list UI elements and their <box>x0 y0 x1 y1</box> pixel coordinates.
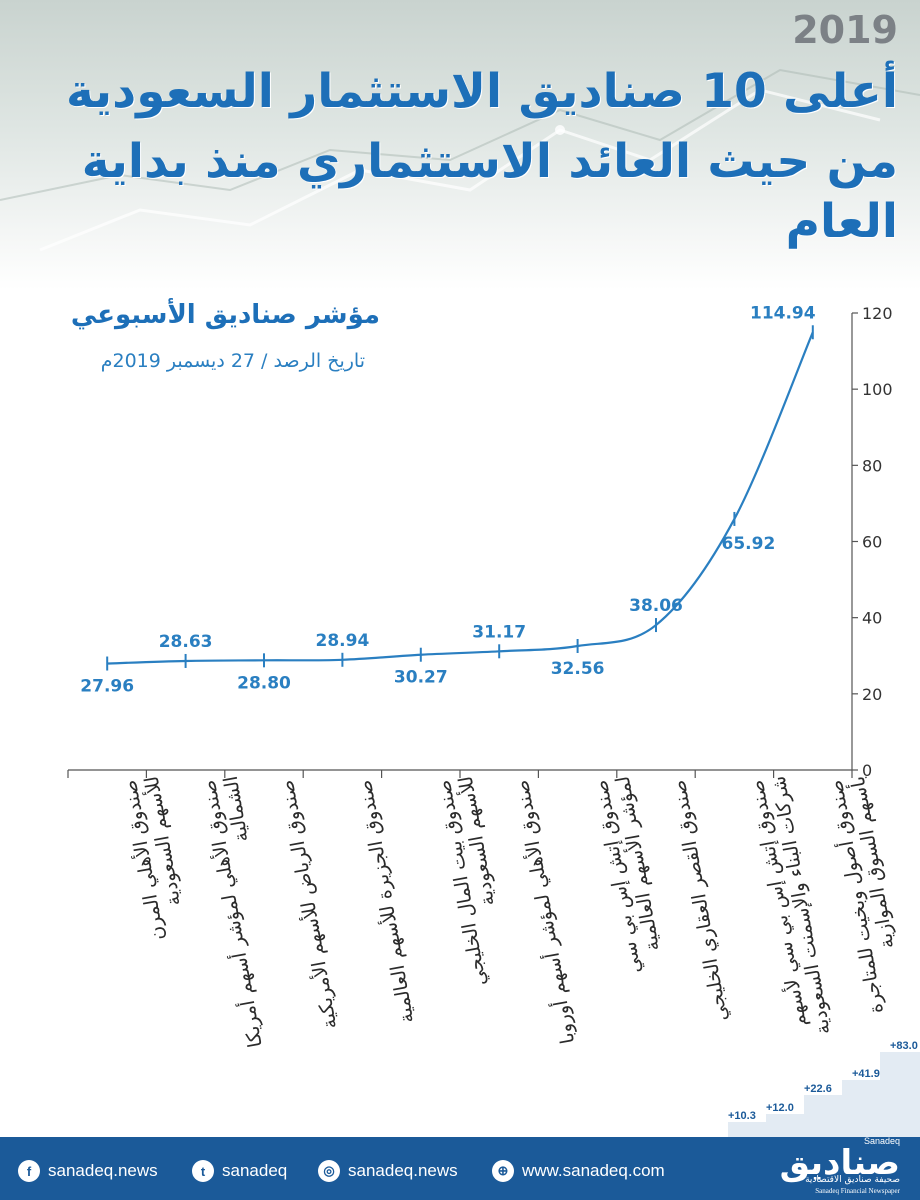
stair-label: +22.6 <box>804 1083 832 1095</box>
stair-graphic <box>728 1052 920 1137</box>
logo-name-en: Sanadeq <box>863 1136 900 1146</box>
chart-title: مؤشر صناديق الأسبوعي <box>70 300 380 330</box>
data-label: 27.96 <box>80 677 134 697</box>
logo: صناديق <box>779 1143 900 1183</box>
data-label: 28.94 <box>316 631 370 651</box>
line-chart: 0 20 40 60 80 100 120 27.96 28.63 28.80 28.94 30.27… <box>67 303 893 780</box>
background-graphic <box>0 68 920 252</box>
stair-label: +12.0 <box>766 1102 794 1114</box>
facebook-icon: f <box>18 1160 40 1182</box>
year-label: 2019 <box>792 8 898 52</box>
y-tick-label: 60 <box>862 533 882 552</box>
data-label: 28.80 <box>237 673 291 693</box>
website-link[interactable]: ⊕ www.sanadeq.com <box>492 1159 665 1183</box>
y-tick-label: 0 <box>862 761 872 780</box>
twitter-handle: sanadeq <box>222 1161 288 1180</box>
data-label: 32.56 <box>551 659 605 679</box>
facebook-link[interactable]: f sanadeq.news <box>18 1159 158 1183</box>
y-tick-label: 120 <box>862 304 893 323</box>
chart-subtitle: تاريخ الرصد / 27 ديسمبر 2019م <box>100 350 365 372</box>
data-label: 31.17 <box>472 622 526 642</box>
page-title-line-1: أعلى 10 صناديق الاستثمار السعودية <box>66 64 898 119</box>
y-tick-label: 40 <box>862 609 882 628</box>
facebook-handle: sanadeq.news <box>48 1161 158 1180</box>
instagram-link[interactable]: ◎ sanadeq.news <box>318 1159 458 1183</box>
stair-label: +41.9 <box>852 1068 880 1080</box>
data-label: 114.94 <box>750 303 816 323</box>
stair-label: +10.3 <box>728 1110 756 1122</box>
page-title-line-2: من حيث العائد الاستثماري منذ بداية العام <box>81 134 898 249</box>
footer-bar <box>0 1137 920 1200</box>
y-tick-label: 100 <box>862 380 893 399</box>
data-label: 38.06 <box>629 596 683 616</box>
website-url: www.sanadeq.com <box>522 1161 665 1180</box>
logo-tagline-ar: صحيفة صناديق الاقتصادية <box>805 1175 900 1185</box>
globe-icon: ⊕ <box>492 1160 514 1182</box>
y-tick-label: 80 <box>862 456 882 475</box>
logo-tagline-en: Sanadeq Financial Newspaper <box>815 1187 900 1195</box>
data-label: 65.92 <box>722 534 776 554</box>
header-banner: 2019 أعلى 10 صناديق الاستثمار السعودية م… <box>0 0 920 290</box>
instagram-handle: sanadeq.news <box>348 1161 458 1180</box>
stair-label: +83.0 <box>890 1040 918 1052</box>
twitter-link[interactable]: t sanadeq <box>192 1159 287 1183</box>
twitter-icon: t <box>192 1160 214 1182</box>
y-tick-label: 20 <box>862 685 882 704</box>
data-label: 28.63 <box>159 632 213 652</box>
instagram-icon: ◎ <box>318 1160 340 1182</box>
data-label: 30.27 <box>394 668 448 688</box>
